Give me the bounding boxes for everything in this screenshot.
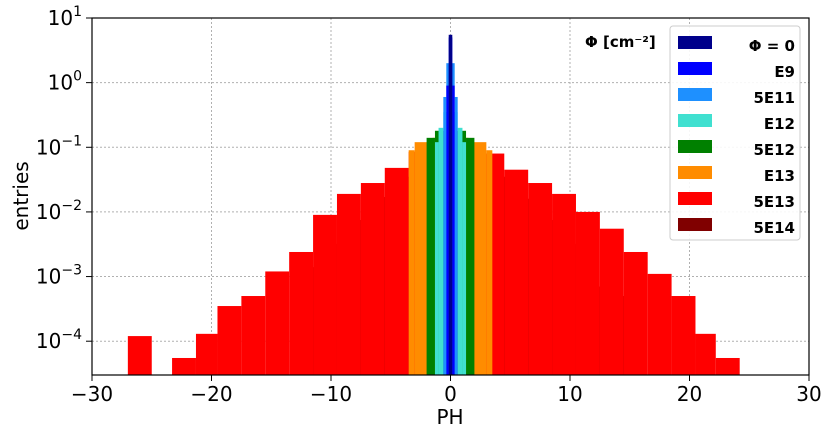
histogram-bar	[443, 96, 447, 375]
x-axis-ticks: −30 −20 −10 0 10 20 30	[71, 375, 822, 406]
legend-label: 5E11	[753, 89, 795, 107]
legend-swatch	[678, 88, 712, 101]
histogram-bar	[599, 228, 624, 375]
legend-swatch	[678, 218, 712, 231]
histogram-bar	[457, 127, 463, 375]
legend-swatch	[678, 114, 712, 127]
histogram-bar	[575, 211, 600, 375]
legend-swatch	[678, 62, 712, 75]
legend-label: 5E13	[753, 193, 795, 211]
y-tick-label: 100	[48, 69, 82, 95]
histogram-bar	[452, 85, 455, 376]
histogram-bar	[462, 142, 467, 375]
histogram-bar	[289, 251, 314, 375]
x-tick-label: −30	[71, 382, 113, 406]
legend-label: E13	[764, 167, 795, 185]
histogram-bar	[671, 296, 696, 375]
x-axis-title: PH	[436, 405, 463, 429]
histogram-bar	[438, 127, 444, 375]
histogram-bar	[446, 85, 449, 376]
histogram-bar	[504, 169, 529, 375]
x-tick-label: 0	[444, 382, 457, 406]
histogram-bar	[172, 357, 196, 375]
x-tick-label: 10	[557, 382, 582, 406]
x-tick-label: −10	[310, 382, 352, 406]
histogram-bar	[434, 142, 439, 375]
y-tick-label: 10−4	[36, 327, 82, 353]
legend-box	[669, 25, 801, 241]
legend-swatch	[678, 36, 712, 49]
histogram-bar	[486, 150, 493, 375]
histogram-bar	[715, 357, 740, 375]
histogram-bar	[454, 96, 458, 375]
y-axis-ticks: 10−4 10−3 10−2 10−1 100 101	[36, 4, 92, 353]
histogram-bar	[360, 183, 385, 375]
y-tick-label: 10−1	[36, 133, 82, 159]
y-tick-label: 101	[48, 4, 82, 30]
histogram-bar	[623, 251, 648, 375]
histogram-bar	[195, 333, 218, 375]
x-tick-label: 20	[677, 382, 702, 406]
histogram-bar	[313, 214, 337, 375]
histogram-bar	[448, 34, 453, 375]
legend: Φ [cm⁻²] Φ = 0 E9 5E11 E12 5E12 E13 5E13 5E14	[585, 25, 801, 241]
histogram-bar	[552, 193, 576, 375]
legend-swatch	[678, 140, 712, 153]
histogram-bar	[336, 193, 361, 375]
histogram-bar	[384, 167, 409, 375]
y-tick-label: 10−2	[36, 198, 82, 224]
histogram-bar	[265, 271, 290, 375]
histogram-bar	[241, 296, 266, 375]
legend-title: Φ [cm⁻²]	[585, 33, 656, 51]
histogram-bar	[217, 306, 242, 375]
x-tick-label: −20	[190, 382, 232, 406]
legend-label: E12	[764, 115, 795, 133]
legend-swatch	[678, 192, 712, 205]
histogram-bar	[647, 273, 672, 375]
histogram-bar	[466, 137, 475, 375]
histogram-bar	[528, 183, 553, 375]
histogram-bars	[127, 34, 740, 376]
y-axis-title: entries	[9, 161, 33, 230]
legend-label: E9	[774, 63, 795, 81]
histogram-bar	[695, 333, 716, 375]
legend-swatch	[678, 166, 712, 179]
x-tick-label: 30	[796, 382, 821, 406]
legend-label: Φ = 0	[749, 37, 795, 55]
histogram-bar	[426, 137, 435, 375]
histogram-bar	[408, 150, 415, 375]
histogram-bar	[127, 336, 152, 375]
legend-label: 5E12	[753, 141, 795, 159]
legend-label: 5E14	[753, 219, 795, 237]
y-tick-label: 10−3	[36, 263, 82, 289]
